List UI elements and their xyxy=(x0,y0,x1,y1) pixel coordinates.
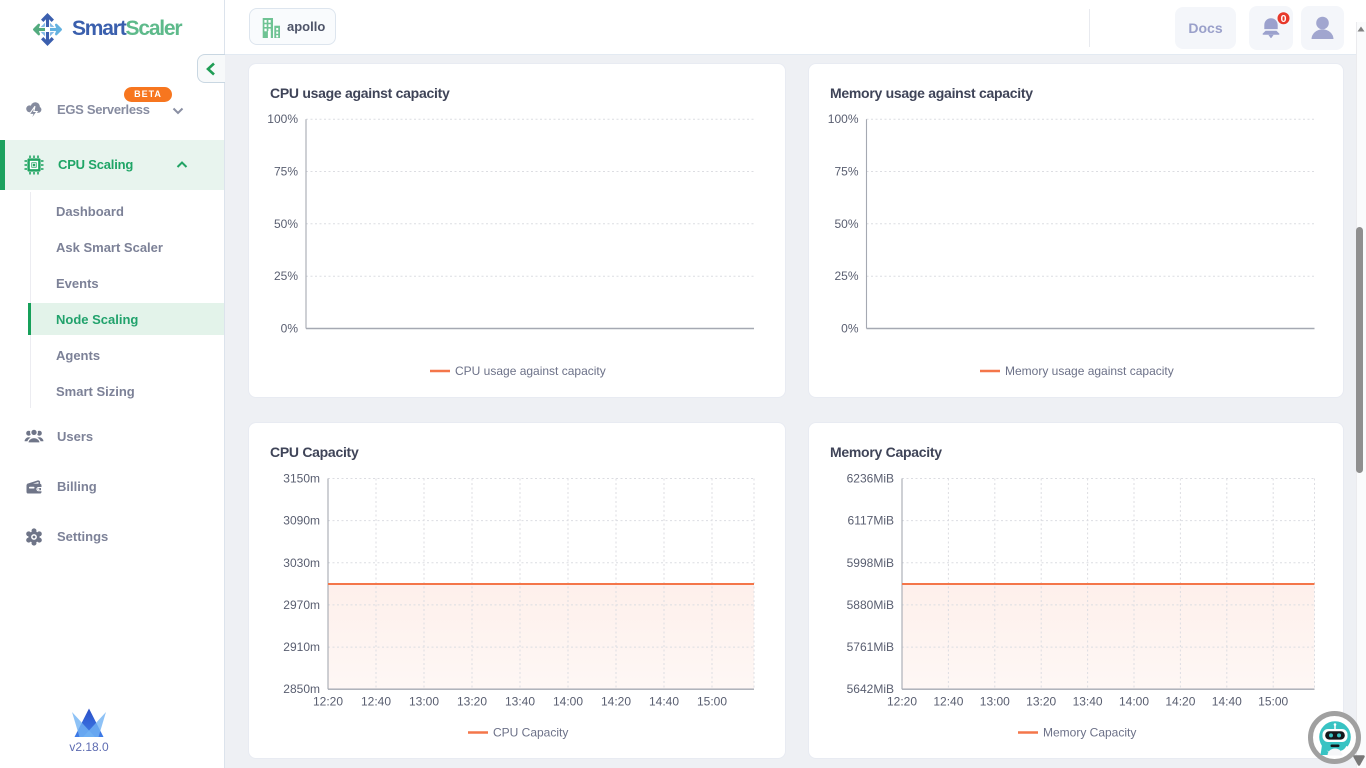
svg-text:12:20: 12:20 xyxy=(313,695,343,709)
svg-text:6117MiB: 6117MiB xyxy=(848,514,894,528)
svg-text:25%: 25% xyxy=(274,269,298,283)
svg-text:2850m: 2850m xyxy=(283,682,320,696)
svg-text:Memory usage against capacity: Memory usage against capacity xyxy=(1005,364,1174,378)
svg-text:13:20: 13:20 xyxy=(1026,695,1056,709)
svg-text:75%: 75% xyxy=(834,165,858,179)
svg-text:2970m: 2970m xyxy=(283,598,320,612)
svg-text:12:40: 12:40 xyxy=(361,695,391,709)
svg-text:5761MiB: 5761MiB xyxy=(847,640,894,654)
svg-text:100%: 100% xyxy=(828,112,859,126)
svg-text:14:00: 14:00 xyxy=(1119,695,1149,709)
svg-text:15:00: 15:00 xyxy=(1258,695,1288,709)
svg-text:3150m: 3150m xyxy=(283,472,320,486)
svg-text:13:20: 13:20 xyxy=(457,695,487,709)
svg-text:100%: 100% xyxy=(267,112,298,126)
svg-text:CPU usage against capacity: CPU usage against capacity xyxy=(455,364,606,378)
svg-text:Memory Capacity: Memory Capacity xyxy=(830,444,942,460)
svg-text:14:00: 14:00 xyxy=(553,695,583,709)
svg-text:14:20: 14:20 xyxy=(1165,695,1195,709)
svg-text:13:00: 13:00 xyxy=(409,695,439,709)
svg-text:CPU Capacity: CPU Capacity xyxy=(493,726,568,740)
svg-text:0%: 0% xyxy=(281,322,299,336)
svg-text:CPU usage against capacity: CPU usage against capacity xyxy=(270,85,450,101)
svg-text:13:40: 13:40 xyxy=(1073,695,1103,709)
svg-text:14:40: 14:40 xyxy=(649,695,679,709)
svg-text:3090m: 3090m xyxy=(283,514,320,528)
svg-text:2910m: 2910m xyxy=(283,640,320,654)
svg-text:50%: 50% xyxy=(274,217,298,231)
svg-text:0: 0 xyxy=(1281,13,1287,25)
svg-text:14:40: 14:40 xyxy=(1212,695,1242,709)
svg-text:CPU Capacity: CPU Capacity xyxy=(270,444,359,460)
svg-text:25%: 25% xyxy=(834,269,858,283)
svg-text:5880MiB: 5880MiB xyxy=(847,598,894,612)
svg-text:Memory Capacity: Memory Capacity xyxy=(1043,726,1136,740)
svg-text:13:40: 13:40 xyxy=(505,695,535,709)
svg-text:12:20: 12:20 xyxy=(887,695,917,709)
svg-text:Memory usage against capacity: Memory usage against capacity xyxy=(830,85,1033,101)
svg-text:3030m: 3030m xyxy=(283,556,320,570)
svg-text:12:40: 12:40 xyxy=(933,695,963,709)
svg-text:6236MiB: 6236MiB xyxy=(847,472,894,486)
svg-text:0%: 0% xyxy=(841,322,859,336)
svg-text:15:00: 15:00 xyxy=(697,695,727,709)
svg-text:14:20: 14:20 xyxy=(601,695,631,709)
svg-text:75%: 75% xyxy=(274,165,298,179)
svg-text:5998MiB: 5998MiB xyxy=(847,556,894,570)
svg-text:13:00: 13:00 xyxy=(980,695,1010,709)
svg-text:5642MiB: 5642MiB xyxy=(847,682,894,696)
svg-text:50%: 50% xyxy=(834,217,858,231)
